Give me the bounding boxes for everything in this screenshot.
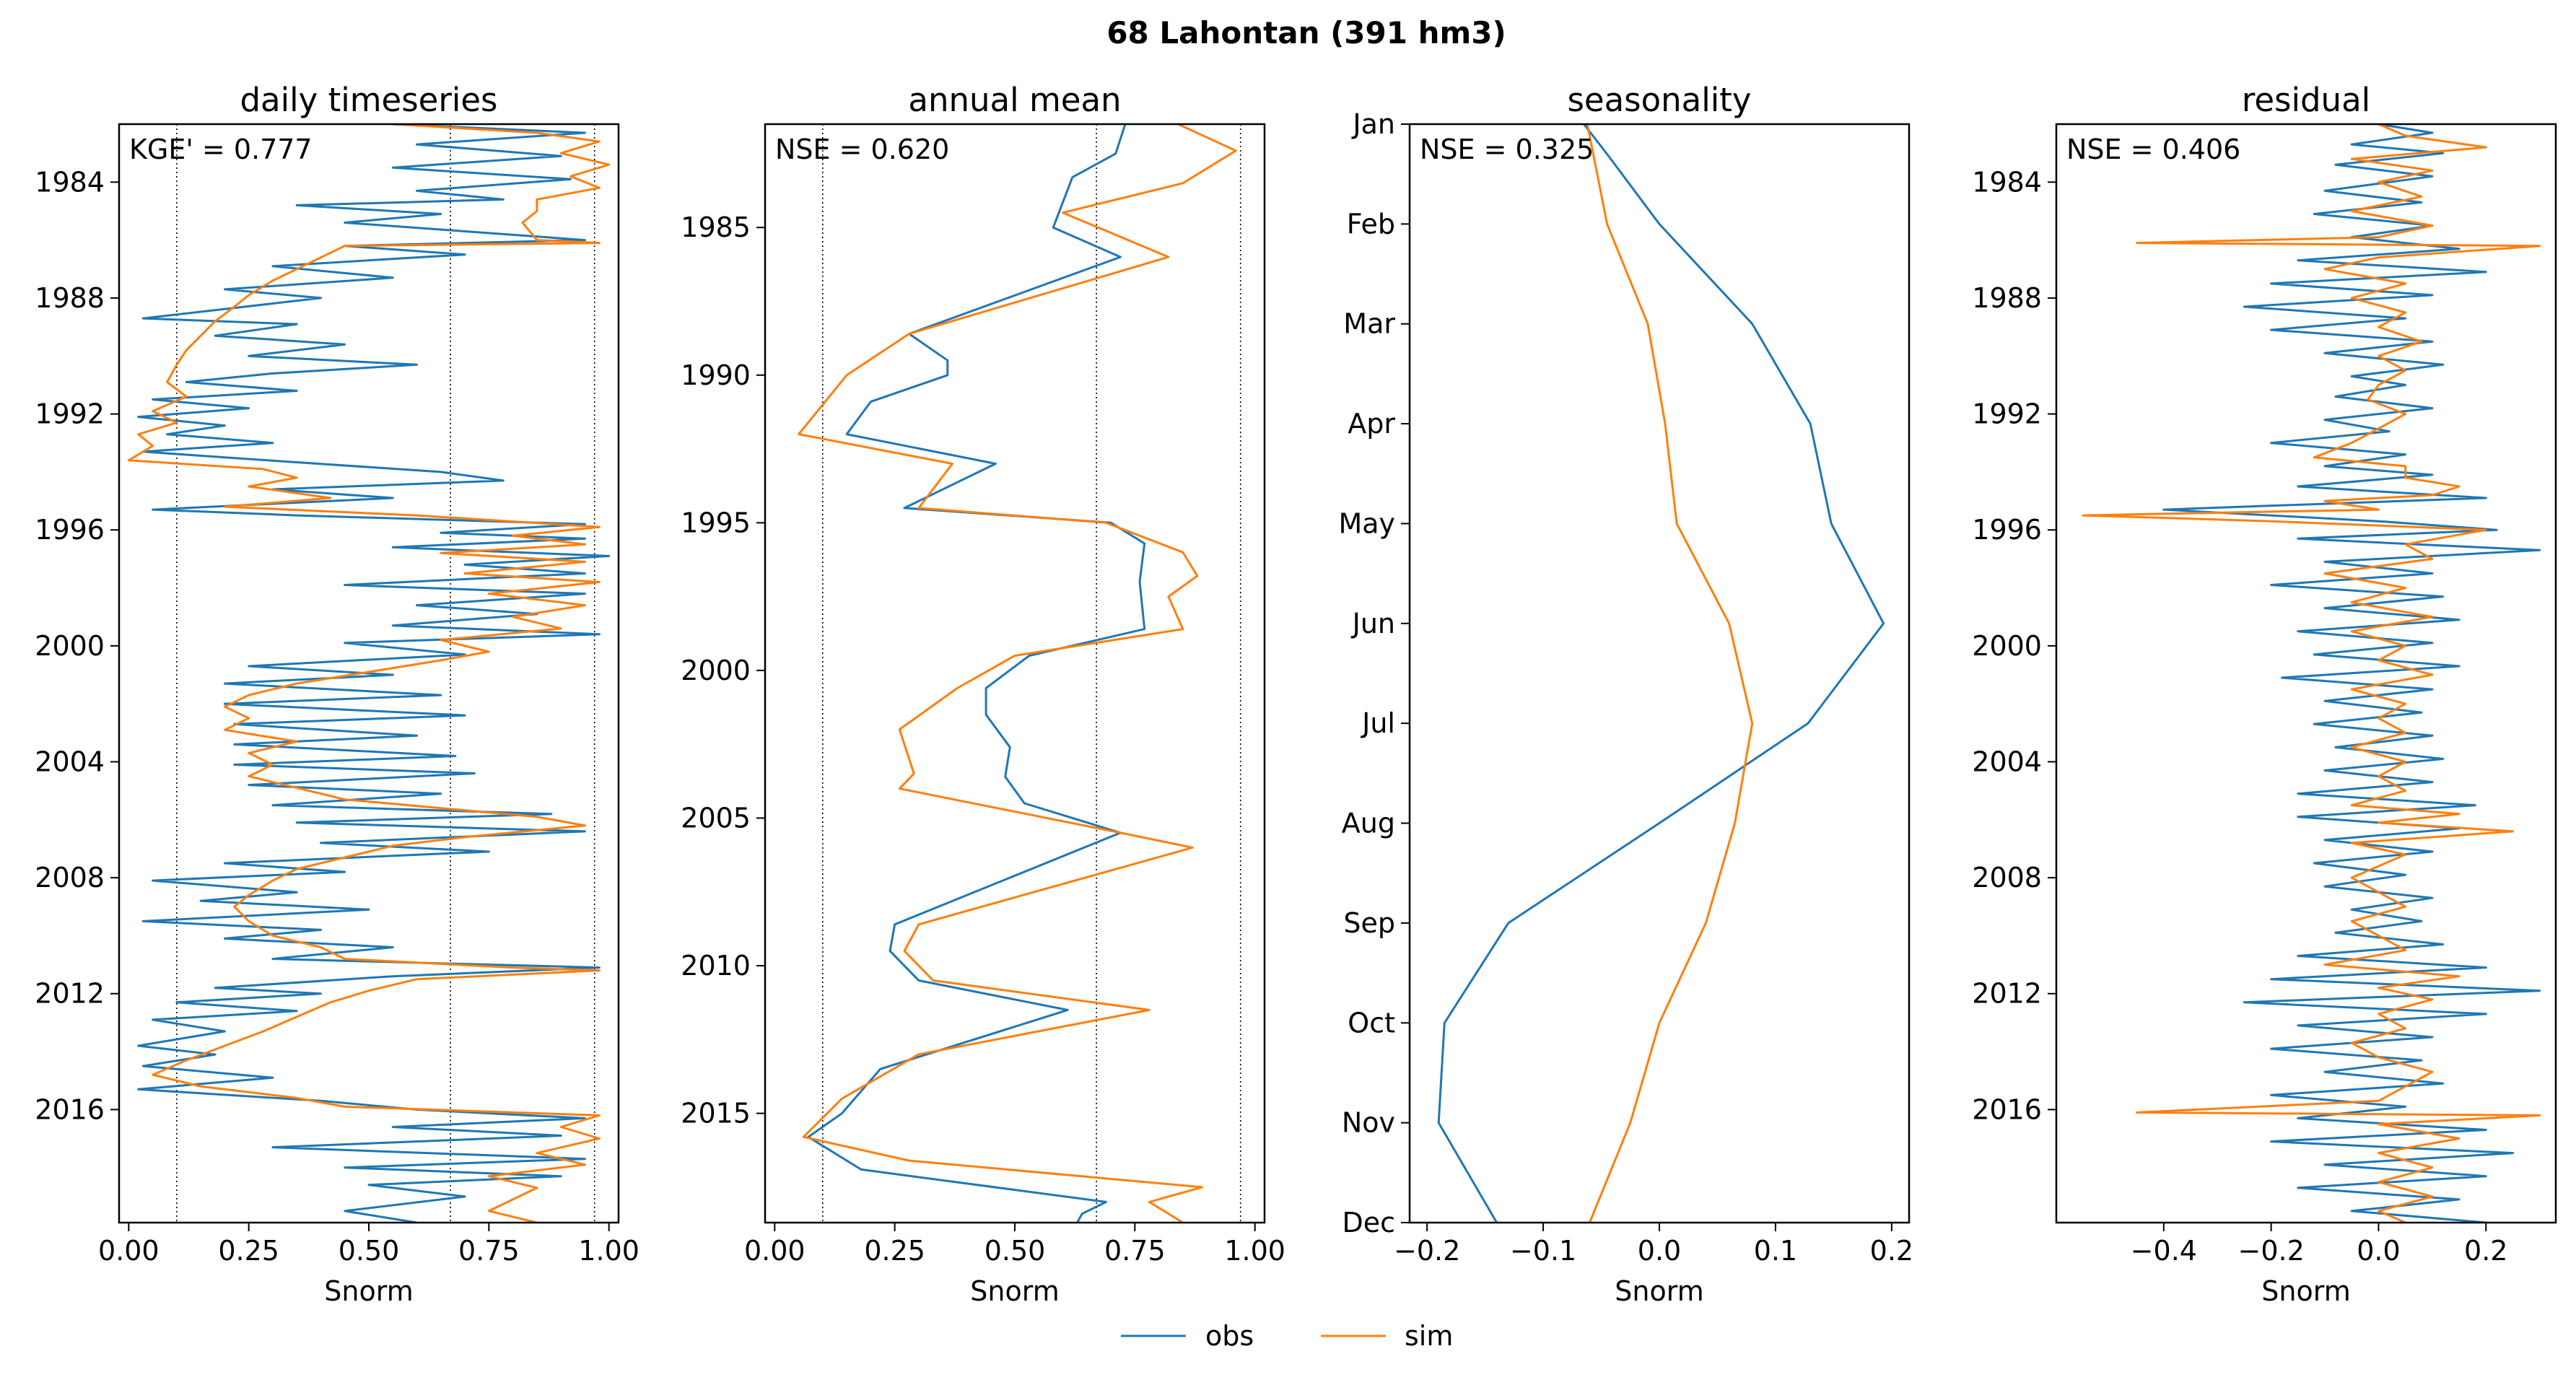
series-line-obs: [1437, 124, 1885, 1223]
panel-title: seasonality: [1567, 81, 1751, 119]
series-line-sim: [2082, 124, 2541, 1223]
series-line-sim: [127, 124, 611, 1223]
y-tick-label: 2008: [1972, 862, 2042, 894]
series-line-obs: [2162, 124, 2541, 1223]
y-tick-label: 2016: [1972, 1093, 2042, 1125]
x-tick-label: −0.4: [2131, 1235, 2197, 1267]
y-tick-label: 2005: [681, 802, 751, 834]
y-tick-label: 1984: [1972, 166, 2042, 198]
axes-frame: [2055, 123, 2557, 1224]
y-tick-label: 2000: [1972, 630, 2042, 662]
x-tick-label: 0.00: [744, 1235, 805, 1267]
x-tick-label: 0.0: [1638, 1235, 1681, 1267]
x-tick-label: 0.50: [984, 1235, 1046, 1267]
series-group: [127, 124, 611, 1223]
y-tick-label: 2004: [35, 746, 105, 777]
legend-obs-label: obs: [1205, 1320, 1254, 1352]
x-tick-label: 0.25: [864, 1235, 925, 1267]
y-tick-label: Apr: [1348, 408, 1395, 440]
y-tick-label: 1985: [681, 211, 751, 243]
y-tick-label: 2000: [35, 630, 105, 662]
y-tick-label: Mar: [1343, 308, 1395, 340]
panel-1: 0.00 0.25 0.50 0.75 1.00 1984 1988 1992 1996 2000…: [35, 81, 639, 1307]
y-tick-label: Dec: [1342, 1207, 1395, 1238]
y-tick-label: 1990: [681, 359, 751, 391]
x-tick-label: −0.1: [1510, 1235, 1576, 1267]
x-tick-label: 0.00: [98, 1235, 160, 1267]
series-line-obs: [137, 124, 611, 1223]
panel-2: 0.00 0.25 0.50 0.75 1.00 1985 1990 1995 2000 2005…: [681, 81, 1285, 1307]
y-tick-label: Sep: [1343, 907, 1395, 939]
y-tick-label: 2008: [35, 862, 105, 894]
metric-annotation: KGE' = 0.777: [129, 134, 313, 165]
y-tick-label: Jun: [1351, 608, 1395, 639]
series-line-sim: [798, 124, 1237, 1223]
series-line-sim: [1586, 124, 1754, 1223]
x-tick-label: −0.2: [1394, 1235, 1460, 1267]
x-tick-label: 0.0: [2357, 1235, 2400, 1267]
y-tick-label: Aug: [1342, 808, 1395, 839]
x-tick-label: 1.00: [578, 1235, 639, 1267]
metric-annotation: NSE = 0.620: [775, 134, 949, 165]
y-tick-label: 1996: [35, 514, 105, 546]
x-tick-label: 0.75: [458, 1235, 520, 1267]
y-tick-label: 1988: [1972, 282, 2042, 314]
x-tick-label: 0.25: [218, 1235, 279, 1267]
x-tick-label: 1.00: [1224, 1235, 1285, 1267]
y-tick-label: Feb: [1347, 208, 1395, 240]
panel-3: −0.2 −0.1 0.0 0.1 0.2 Jan Feb Mar Apr May Jun Jul Au…: [1338, 81, 1913, 1307]
x-tick-label: 0.1: [1754, 1235, 1797, 1267]
series-group: [1437, 124, 1885, 1223]
y-tick-label: Jan: [1351, 108, 1395, 140]
series-group: [2082, 124, 2541, 1223]
x-axis-label: Snorm: [1615, 1275, 1703, 1307]
y-tick-label: May: [1338, 507, 1395, 539]
panel-4: −0.4 −0.2 0.0 0.2 1984 1988 1992 1996 2000 2004 20…: [1972, 81, 2557, 1307]
y-tick-label: 1984: [35, 166, 105, 198]
legend-sim-label: sim: [1405, 1320, 1453, 1352]
y-tick-label: 2015: [681, 1098, 751, 1130]
panel-title: daily timeseries: [240, 81, 497, 119]
x-tick-label: 0.2: [1870, 1235, 1913, 1267]
y-tick-label: Nov: [1342, 1107, 1395, 1139]
y-tick-label: 2012: [1972, 978, 2042, 1010]
x-axis-label: Snorm: [2261, 1275, 2350, 1307]
panels: 0.00 0.25 0.50 0.75 1.00 1984 1988 1992 1996 2000…: [35, 81, 2557, 1307]
x-axis-label: Snorm: [970, 1275, 1059, 1307]
series-group: [798, 124, 1237, 1223]
x-tick-label: 0.75: [1104, 1235, 1166, 1267]
y-tick-label: 2004: [1972, 746, 2042, 777]
figure-suptitle: 68 Lahontan (391 hm3): [1106, 15, 1506, 51]
metric-annotation: NSE = 0.325: [1420, 134, 1594, 165]
series-line-obs: [807, 124, 1146, 1223]
y-tick-label: 1992: [1972, 398, 2042, 430]
metric-annotation: NSE = 0.406: [2066, 134, 2240, 165]
y-tick-label: 1995: [681, 507, 751, 538]
x-tick-label: 0.50: [339, 1235, 400, 1267]
y-tick-label: 1996: [1972, 514, 2042, 546]
y-tick-label: 1988: [35, 282, 105, 314]
x-tick-label: −0.2: [2237, 1235, 2304, 1267]
y-tick-label: Oct: [1348, 1007, 1395, 1039]
y-tick-label: Jul: [1361, 707, 1395, 739]
y-tick-label: 2016: [35, 1093, 105, 1125]
legend: obs sim: [1121, 1320, 1453, 1352]
x-tick-label: 0.2: [2464, 1235, 2507, 1267]
panel-title: annual mean: [908, 81, 1121, 119]
y-tick-label: 1992: [35, 398, 105, 430]
y-tick-label: 2000: [681, 655, 751, 686]
x-axis-label: Snorm: [324, 1275, 413, 1307]
y-tick-label: 2012: [35, 978, 105, 1010]
y-tick-label: 2010: [681, 950, 751, 982]
panel-title: residual: [2242, 81, 2370, 119]
